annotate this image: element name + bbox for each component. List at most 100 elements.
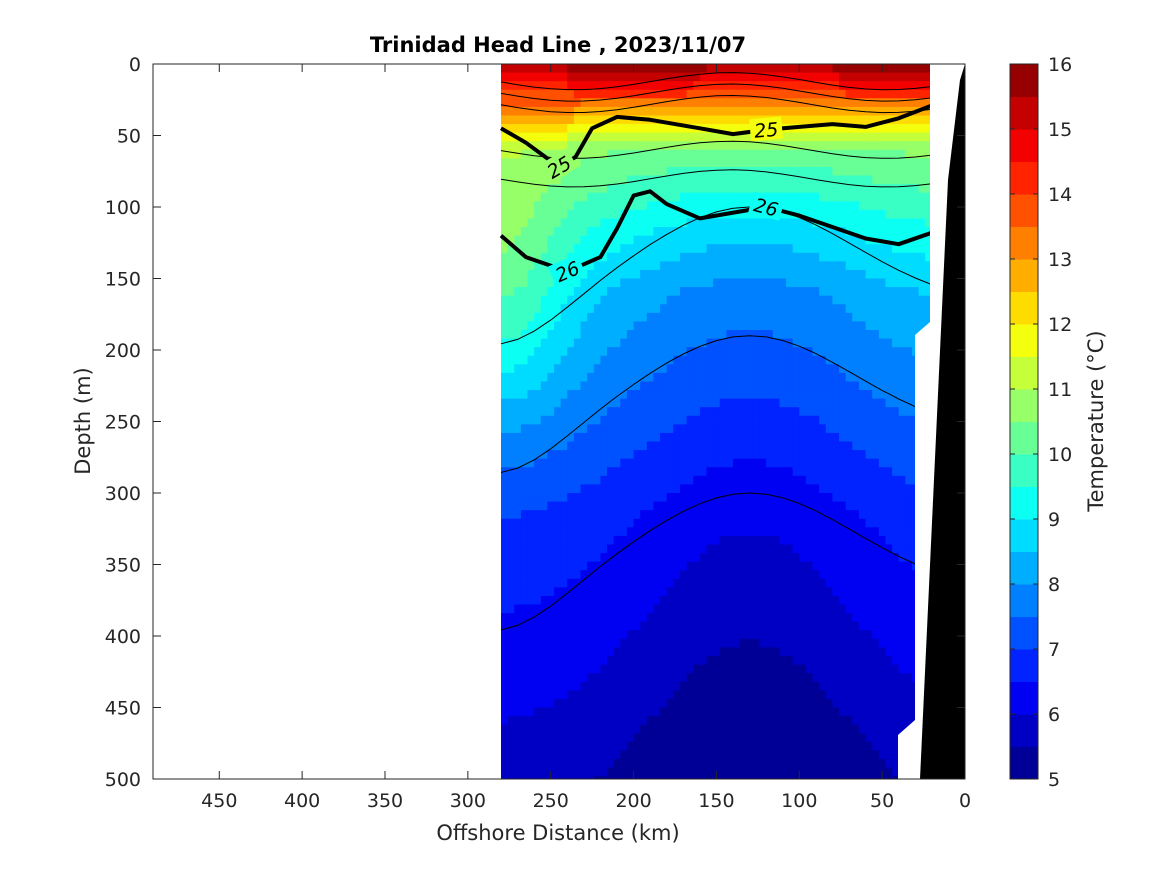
temperature-cell — [686, 115, 694, 125]
temperature-cell — [819, 81, 827, 91]
temperature-cell — [534, 681, 542, 691]
temperature-cell — [520, 776, 529, 779]
temperature-cell — [892, 158, 900, 168]
temperature-cell — [666, 450, 674, 460]
temperature-cell — [560, 407, 568, 417]
temperature-cell — [832, 244, 840, 254]
temperature-cell — [613, 175, 621, 185]
temperature-cell — [540, 381, 548, 391]
temperature-cell — [607, 698, 615, 709]
temperature-cell — [885, 767, 893, 777]
temperature-cell — [587, 527, 595, 537]
temperature-cell — [540, 698, 548, 709]
temperature-cell — [607, 656, 615, 666]
temperature-cell — [520, 175, 529, 185]
temperature-cell — [772, 647, 780, 657]
temperature-cell — [660, 304, 668, 314]
temperature-cell — [587, 424, 595, 434]
temperature-cell — [858, 578, 867, 588]
temperature-cell — [673, 278, 681, 288]
temperature-cell — [786, 733, 794, 743]
temperature-cell — [812, 544, 820, 554]
temperature-cell — [733, 355, 741, 365]
temperature-cell — [845, 295, 853, 305]
temperature-cell — [660, 209, 668, 220]
temperature-cell — [607, 553, 615, 563]
temperature-cell — [527, 424, 535, 434]
temperature-cell — [653, 561, 661, 571]
temperature-cell — [772, 776, 780, 779]
temperature-cell — [507, 776, 515, 779]
temperature-cell — [805, 587, 814, 597]
temperature-cell — [746, 415, 754, 425]
temperature-cell — [786, 664, 794, 674]
temperature-cell — [587, 372, 595, 383]
temperature-cell — [646, 432, 655, 443]
temperature-cell — [660, 681, 668, 691]
temperature-cell — [858, 587, 867, 597]
temperature-cell — [686, 424, 694, 434]
temperature-cell — [786, 132, 794, 142]
temperature-cell — [832, 72, 840, 82]
temperature-cell — [626, 269, 635, 280]
temperature-cell — [885, 287, 893, 297]
temperature-cell — [865, 432, 873, 443]
temperature-cell — [699, 244, 708, 254]
temperature-cell — [520, 553, 529, 563]
temperature-cell — [660, 570, 668, 580]
temperature-cell — [839, 716, 847, 726]
temperature-cell — [699, 295, 708, 305]
temperature-cell — [560, 690, 568, 700]
temperature-cell — [706, 244, 714, 254]
temperature-cell — [805, 664, 814, 674]
temperature-cell — [527, 244, 535, 254]
temperature-cell — [666, 510, 674, 520]
temperature-cell — [839, 261, 847, 271]
temperature-cell — [739, 329, 747, 340]
temperature-cell — [527, 115, 535, 125]
temperature-cell — [520, 595, 529, 606]
temperature-cell — [626, 64, 635, 74]
temperature-cell — [666, 613, 674, 623]
temperature-cell — [567, 381, 575, 391]
temperature-cell — [746, 776, 754, 779]
temperature-cell — [633, 673, 641, 683]
temperature-cell — [686, 338, 694, 348]
temperature-cell — [593, 621, 602, 631]
temperature-cell — [812, 613, 820, 623]
temperature-cell — [713, 578, 721, 588]
temperature-cell — [501, 432, 509, 443]
temperature-cell — [885, 364, 893, 374]
temperature-cell — [845, 681, 853, 691]
temperature-cell — [746, 587, 754, 597]
temperature-cell — [872, 252, 880, 262]
temperature-cell — [805, 716, 814, 726]
temperature-cell — [865, 81, 873, 91]
temperature-cell — [892, 184, 900, 194]
temperature-cell — [660, 98, 668, 108]
temperature-cell — [819, 673, 827, 683]
temperature-cell — [858, 227, 867, 237]
temperature-cell — [613, 578, 621, 588]
temperature-cell — [560, 458, 568, 468]
temperature-cell — [620, 347, 628, 357]
temperature-cell — [872, 432, 880, 443]
temperature-cell — [819, 758, 827, 769]
temperature-cell — [752, 321, 761, 331]
temperature-cell — [587, 81, 595, 91]
temperature-cell — [501, 733, 509, 743]
temperature-cell — [739, 166, 747, 177]
temperature-cell — [567, 716, 575, 726]
temperature-cell — [892, 209, 900, 220]
temperature-cell — [527, 295, 535, 305]
temperature-cell — [699, 64, 708, 74]
temperature-cell — [666, 287, 674, 297]
temperature-cell — [746, 441, 754, 451]
temperature-cell — [746, 690, 754, 700]
temperature-cell — [759, 304, 767, 314]
temperature-cell — [832, 750, 840, 760]
temperature-cell — [514, 166, 522, 177]
temperature-cell — [573, 630, 582, 640]
temperature-cell — [819, 613, 827, 623]
temperature-cell — [786, 467, 794, 477]
